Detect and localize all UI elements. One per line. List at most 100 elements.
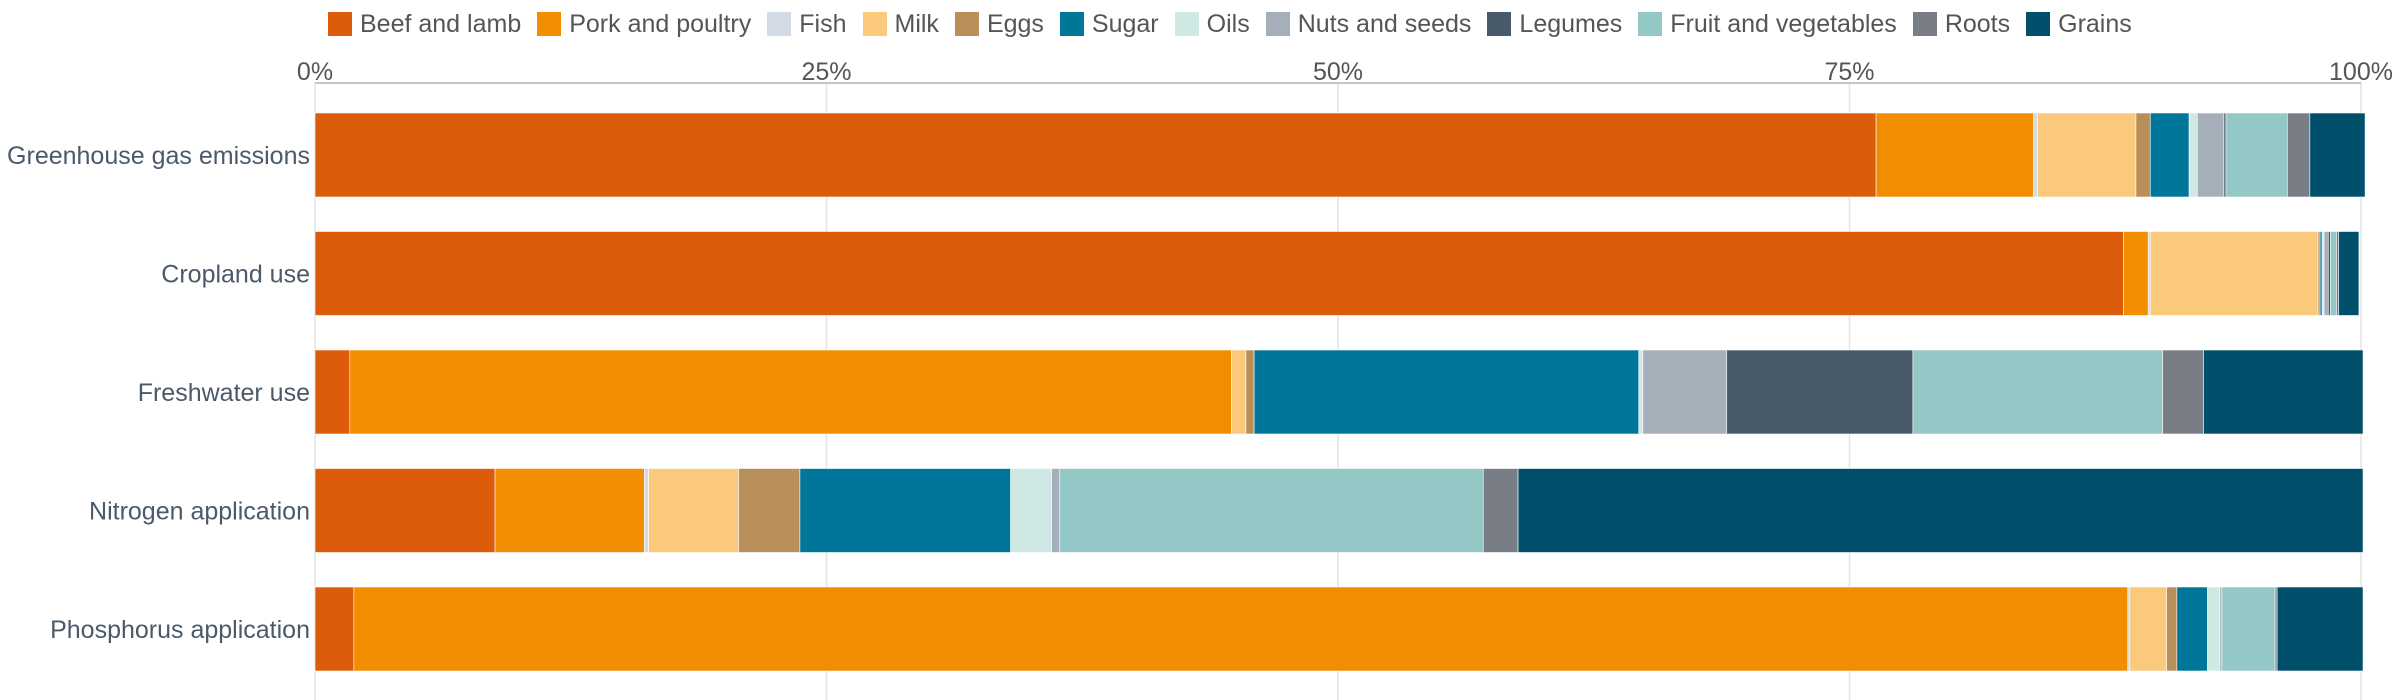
bar-segment: Legumes: 0.1%: [2327, 231, 2331, 316]
bar-segment: Pork and poultry: 43.1%: [349, 349, 1232, 435]
legend-label: Milk: [894, 9, 939, 38]
legend-swatch: [1174, 12, 1199, 36]
bar-segment: Grains: 2.7%: [2309, 112, 2366, 198]
x-tick-label: 50%: [1313, 58, 1363, 86]
bar-segment: Grains: 1%: [2338, 231, 2360, 316]
bar-segment: Eggs: 0.7%: [2135, 112, 2151, 198]
bar-segment: Nuts and seeds: 0.2%: [2323, 231, 2329, 316]
legend-label: Fish: [799, 9, 847, 38]
legend-label: Beef and lamb: [360, 9, 522, 38]
x-tick-label: 25%: [801, 58, 851, 86]
x-tick-label: 0%: [297, 58, 333, 86]
legend-swatch: [537, 12, 562, 36]
legend-label: Legumes: [1519, 9, 1623, 38]
bar-segment: Roots: 1.7%: [1482, 468, 1519, 553]
bar-segment: Legumes: 9.1%: [1726, 349, 1914, 435]
bar-segment: Beef and lamb: 1.7%: [314, 349, 351, 435]
legend-label: Pork and poultry: [569, 9, 752, 38]
bar-segment: Fruit and vegetables: 20.7%: [1059, 468, 1484, 553]
bar-segment: Beef and lamb: 76.3%: [314, 112, 1877, 198]
bar-segment: Pork and poultry: 7.7%: [1875, 112, 2034, 198]
bar-segment: Grains: 4.2%: [2276, 586, 2364, 672]
bar-segment: Roots: 0.1%: [2336, 231, 2339, 316]
bar-segment: Beef and lamb: 8.8%: [314, 468, 496, 553]
legend-swatch: [862, 12, 887, 36]
bar-segment: Sugar: 0.1%: [2319, 231, 2323, 316]
category-label: Cropland use: [161, 261, 310, 289]
legend-label: Sugar: [1091, 9, 1159, 38]
category-label: Nitrogen application: [89, 498, 310, 526]
legend-item[interactable]: Nuts and seeds: [1265, 10, 1471, 39]
bar-segment: Fish: 0.1%: [2127, 586, 2131, 672]
bar-segment: Fish: 0.2%: [2033, 112, 2039, 198]
x-tick-label: 100%: [2329, 58, 2393, 86]
legend-label: Eggs: [986, 9, 1044, 38]
bar-segment: Beef and lamb: 1.9%: [314, 586, 355, 672]
bar-segment: Sugar: 1.9%: [2149, 112, 2190, 198]
bar-segment: Fruit and vegetables: 12.2%: [1912, 349, 2163, 435]
bar-segment: Pork and poultry: 1.2%: [2123, 231, 2149, 316]
legend-label: Grains: [2058, 9, 2132, 38]
bar-segment: Pork and poultry: 7.3%: [494, 468, 645, 553]
bar-segment: Milk: 4.8%: [2037, 112, 2137, 198]
legend-item[interactable]: Beef and lamb: [328, 10, 521, 39]
legend-swatch: [1912, 12, 1937, 36]
legend-item[interactable]: Oils: [1174, 9, 1250, 39]
legend-item[interactable]: Fruit and vegetables: [1638, 10, 1897, 39]
bar-segment: Milk: 0.7%: [1231, 349, 1247, 435]
legend-item[interactable]: Legumes: [1487, 10, 1622, 39]
bar-segment: Eggs: 0.4%: [1245, 349, 1255, 435]
legend-swatch: [1059, 12, 1084, 36]
bar-segment: Nuts and seeds: 0.1%: [2219, 586, 2223, 672]
legend-swatch: [1487, 12, 1512, 36]
bar-segment: Fish: 0.1%: [2147, 231, 2151, 316]
category-label: Freshwater use: [138, 379, 310, 407]
legend-item[interactable]: Milk: [862, 9, 939, 39]
bar-segment: Sugar: 18.8%: [1253, 349, 1640, 435]
legend-swatch: [954, 12, 979, 36]
x-tick-label: 75%: [1824, 58, 1874, 86]
legend-label: Oils: [1206, 9, 1250, 38]
bar-segment: Oils: 0.4%: [2188, 112, 2198, 198]
bar-segment: Eggs: 0.5%: [2166, 586, 2178, 672]
bar-segment: Oils: 2%: [1010, 468, 1052, 553]
legend-item[interactable]: Pork and poultry: [537, 10, 751, 39]
bar-segment: Fruit and vegetables: 0.3%: [2330, 231, 2337, 316]
legend-item[interactable]: Sugar: [1059, 9, 1159, 39]
legend-swatch: [2026, 12, 2051, 36]
bar-segment: Roots: 0.1%: [2274, 586, 2278, 672]
legend-swatch: [1638, 12, 1663, 36]
bar-segment: Fruit and vegetables: 2.6%: [2221, 586, 2276, 672]
bar-segment: Eggs: 0.1%: [2317, 231, 2321, 316]
bar-segment: Roots: 2%: [2162, 349, 2204, 435]
legend-swatch: [767, 12, 792, 36]
bar-segment: Beef and lamb: 88.4%: [314, 231, 2124, 316]
legend-swatch: [328, 12, 352, 36]
bar-segment: Milk: 8.2%: [2149, 231, 2319, 316]
bar-segment: Roots: 1.1%: [2287, 112, 2311, 198]
bar-segment: Nuts and seeds: 4.1%: [1642, 349, 1728, 435]
bar-segment: Oils: 0.6%: [2207, 586, 2221, 672]
legend-item[interactable]: Eggs: [954, 9, 1044, 39]
bar-segment: Grains: 7.8%: [2203, 349, 2364, 435]
bar-segment: Oils: 0.2%: [1638, 349, 1644, 435]
legend-label: Roots: [1944, 9, 2011, 38]
legend-item[interactable]: Roots: [1912, 9, 2011, 39]
legend-item[interactable]: Fish: [767, 9, 847, 39]
bar-segment: Sugar: 10.3%: [799, 468, 1011, 553]
legend: Beef and lamb Pork and poultry Fish Milk Egg…: [328, 6, 2148, 42]
category-label: Phosphorus application: [50, 616, 310, 644]
bar-segment: Nuts and seeds: 0.4%: [1051, 468, 1061, 553]
legend-item[interactable]: Grains: [2026, 10, 2132, 39]
bar-segment: Fish: 0.2%: [644, 468, 649, 553]
legend-swatch: [1265, 12, 1290, 36]
bar-segment: Sugar: 1.5%: [2176, 586, 2208, 672]
bar-segment: Nuts and seeds: 1.3%: [2197, 112, 2225, 198]
bar-segment: Eggs: 3%: [738, 468, 801, 553]
bar-segment: Oils: 0.1%: [2321, 231, 2325, 316]
bar-segment: Milk: 4.4%: [648, 468, 739, 553]
bar-segment: Milk: 1.8%: [2129, 586, 2167, 672]
bar-segment: Fruit and vegetables: 3%: [2225, 112, 2288, 198]
bar-segment: Legumes: 0.1%: [2223, 112, 2227, 198]
